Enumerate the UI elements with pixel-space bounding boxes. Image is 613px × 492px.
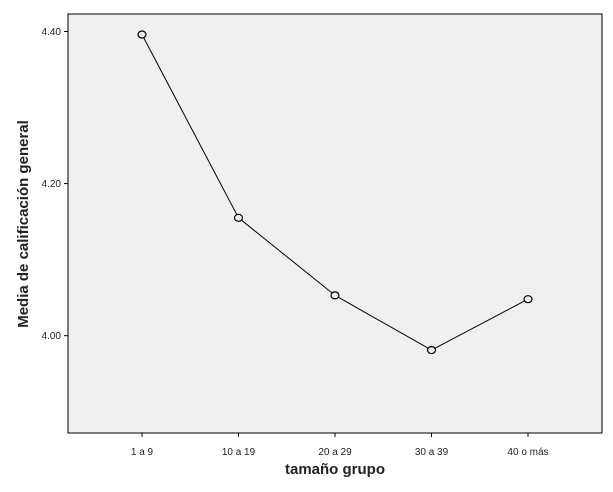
x-tick-label: 1 a 9 (131, 447, 154, 458)
y-axis-label: Media de calificación general (15, 120, 32, 328)
data-point-marker (233, 213, 244, 222)
x-tick-label: 10 a 19 (222, 447, 256, 458)
data-point-marker (426, 346, 437, 355)
data-point-marker (137, 30, 147, 39)
y-tick-label: 4.00 (42, 331, 62, 342)
y-tick-label: 4.20 (42, 179, 62, 190)
y-tick-label: 4.40 (42, 27, 62, 38)
x-tick-label: 20 a 29 (318, 447, 352, 458)
x-axis-label: tamaño grupo (285, 461, 385, 478)
plot-area (67, 13, 603, 434)
data-point-marker (330, 291, 340, 300)
data-point-marker (523, 295, 533, 304)
x-tick-label: 40 o más (507, 447, 548, 458)
x-tick-label: 30 a 39 (415, 447, 449, 458)
